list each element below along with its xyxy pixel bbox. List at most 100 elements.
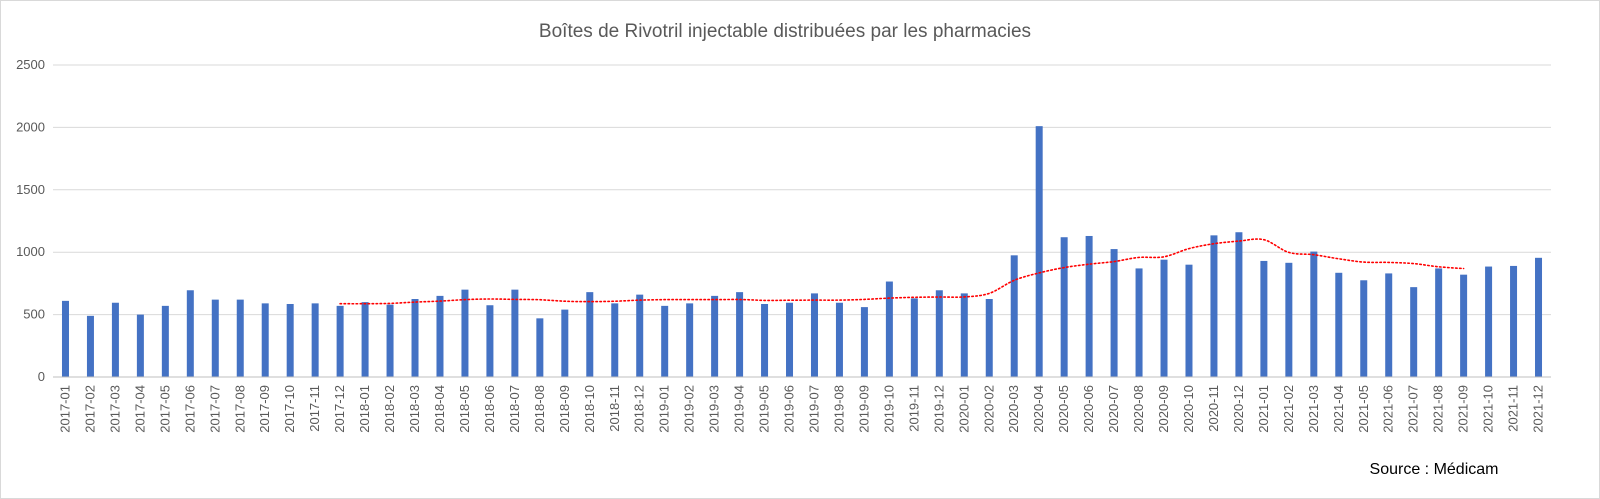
bar — [860, 307, 868, 377]
x-tick-label: 2020-01 — [956, 385, 971, 433]
x-tick-label: 2020-09 — [1156, 385, 1171, 433]
bar — [1510, 265, 1518, 377]
x-tick-label: 2020-08 — [1131, 385, 1146, 433]
x-tick-label: 2021-08 — [1431, 385, 1446, 433]
bar — [411, 299, 419, 377]
x-tick-label: 2018-12 — [632, 385, 647, 433]
x-tick-label: 2021-02 — [1281, 385, 1296, 433]
bar — [1235, 232, 1243, 377]
x-tick-label: 2018-10 — [582, 385, 597, 433]
x-tick-label: 2018-07 — [507, 385, 522, 433]
bar — [1335, 272, 1343, 377]
bar — [61, 300, 69, 377]
bar — [1210, 235, 1218, 377]
bar — [1010, 255, 1018, 377]
x-tick-label: 2021-11 — [1506, 385, 1521, 432]
x-tick-label: 2017-01 — [57, 385, 72, 433]
x-tick-label: 2018-03 — [407, 385, 422, 433]
bar — [1460, 274, 1468, 377]
x-tick-label: 2017-07 — [207, 385, 222, 433]
x-tick-label: 2021-07 — [1406, 385, 1421, 433]
y-tick-label: 1500 — [16, 182, 45, 197]
bar — [111, 302, 119, 377]
x-tick-label: 2017-12 — [332, 385, 347, 433]
x-tick-label: 2018-11 — [607, 385, 622, 432]
bar — [311, 303, 319, 377]
bar — [536, 318, 544, 377]
x-tick-label: 2019-10 — [881, 385, 896, 433]
bar — [1035, 126, 1043, 377]
bar — [386, 304, 394, 377]
bar — [86, 315, 94, 377]
x-tick-label: 2020-06 — [1081, 385, 1096, 433]
x-tick-label: 2017-06 — [182, 385, 197, 433]
x-tick-label: 2019-03 — [707, 385, 722, 433]
y-tick-label: 0 — [38, 369, 45, 384]
bar — [186, 290, 194, 377]
bar — [786, 302, 794, 377]
x-tick-label: 2017-03 — [107, 385, 122, 433]
bar — [211, 299, 219, 377]
bar — [236, 299, 244, 377]
x-tick-label: 2020-11 — [1206, 385, 1221, 432]
x-tick-label: 2020-04 — [1031, 385, 1046, 433]
bar — [885, 281, 893, 377]
bar — [985, 299, 993, 377]
trend-line — [339, 238, 1465, 305]
bar — [686, 303, 694, 377]
bar — [910, 298, 918, 377]
bar — [361, 302, 369, 377]
x-tick-label: 2020-02 — [981, 385, 996, 433]
bar — [336, 305, 344, 377]
x-tick-label: 2020-10 — [1181, 385, 1196, 433]
bar — [461, 289, 469, 377]
x-tick-label: 2021-05 — [1356, 385, 1371, 433]
x-tick-label: 2020-03 — [1006, 385, 1021, 433]
y-tick-label: 500 — [23, 307, 45, 322]
x-tick-label: 2021-04 — [1331, 385, 1346, 433]
bar — [286, 303, 294, 377]
x-tick-label: 2019-01 — [657, 385, 672, 433]
bar — [1110, 249, 1118, 377]
bar — [436, 295, 444, 377]
source-note: Source : Médicam — [1370, 461, 1499, 478]
bar — [1085, 235, 1093, 377]
bar — [1185, 264, 1193, 377]
bar — [611, 303, 619, 377]
bar — [261, 303, 269, 377]
x-tick-label: 2018-02 — [382, 385, 397, 433]
bar — [1360, 280, 1368, 377]
gridlines — [53, 64, 1551, 316]
bar — [636, 294, 644, 377]
x-tick-label: 2019-11 — [906, 385, 921, 432]
x-tick-label: 2017-04 — [132, 385, 147, 433]
x-tick-label: 2019-05 — [757, 385, 772, 433]
bar — [1310, 251, 1318, 377]
x-tick-label: 2021-01 — [1256, 385, 1271, 433]
x-tick-label: 2017-05 — [157, 385, 172, 433]
x-tick-label: 2019-02 — [682, 385, 697, 433]
x-tick-label: 2018-08 — [532, 385, 547, 433]
bar — [1385, 273, 1393, 377]
x-tick-label: 2019-09 — [856, 385, 871, 433]
x-tick-label: 2020-05 — [1056, 385, 1071, 433]
x-tick-label: 2018-09 — [557, 385, 572, 433]
x-tick-label: 2017-08 — [232, 385, 247, 433]
bar — [1260, 260, 1268, 377]
bar — [136, 314, 144, 377]
y-axis-ticks: 0 500 1000 1500 2000 2500 — [16, 57, 45, 384]
y-tick-label: 2000 — [16, 119, 45, 134]
bar — [835, 302, 843, 377]
bar — [561, 309, 569, 377]
bar — [486, 305, 494, 377]
x-tick-label: 2017-09 — [257, 385, 272, 433]
x-tick-label: 2019-12 — [931, 385, 946, 433]
bar — [810, 293, 818, 377]
y-tick-label: 1000 — [16, 244, 45, 259]
bar — [1135, 268, 1143, 377]
x-tick-label: 2018-04 — [432, 385, 447, 433]
x-tick-label: 2018-06 — [482, 385, 497, 433]
bar — [1485, 266, 1493, 377]
